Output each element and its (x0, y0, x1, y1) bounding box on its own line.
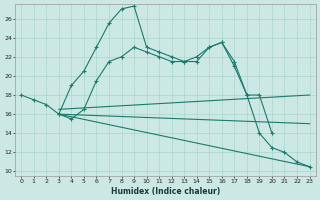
X-axis label: Humidex (Indice chaleur): Humidex (Indice chaleur) (111, 187, 220, 196)
